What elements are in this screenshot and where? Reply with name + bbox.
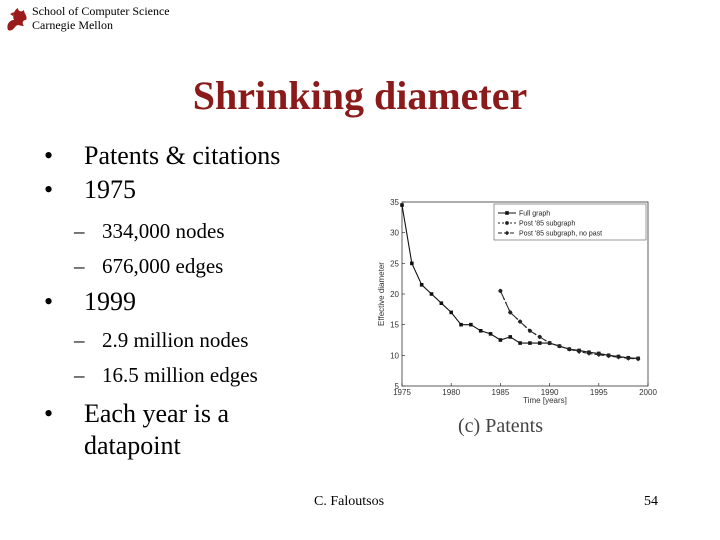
series-line xyxy=(499,290,639,359)
legend-label: Post '85 subgraph xyxy=(519,221,575,228)
data-point xyxy=(400,203,404,207)
bullet-dot: • xyxy=(44,399,54,428)
data-point xyxy=(505,211,509,215)
header: School of Computer Science Carnegie Mell… xyxy=(0,0,200,40)
data-point xyxy=(518,341,522,345)
y-tick-label: 30 xyxy=(390,229,399,238)
y-tick-label: 5 xyxy=(395,382,400,391)
chart-caption: (c) Patents xyxy=(458,415,543,437)
x-axis-label: Time [years] xyxy=(523,396,567,405)
sub-text: 2.9 million nodes xyxy=(102,328,249,352)
school-name: School of Computer Science Carnegie Mell… xyxy=(32,4,170,32)
data-point xyxy=(505,221,509,225)
data-point xyxy=(547,340,552,346)
x-tick-label: 1980 xyxy=(442,388,460,397)
slide-title: Shrinking diameter xyxy=(192,73,528,118)
data-point xyxy=(596,352,602,358)
y-tick-label: 20 xyxy=(390,290,399,299)
data-point xyxy=(459,322,463,327)
data-point xyxy=(626,356,631,361)
data-point xyxy=(410,261,414,266)
data-point xyxy=(419,283,424,287)
data-point xyxy=(488,332,493,336)
bullet-text: 1975 xyxy=(84,175,136,204)
series-line xyxy=(499,290,639,360)
sub-text: 334,000 nodes xyxy=(102,219,225,243)
diameter-chart: 1975 1980 1985 1990 1995 2000 5 10 15 20 25 30 35 Tim… xyxy=(377,198,657,437)
data-point xyxy=(635,356,641,362)
bullet-text: Each year is a xyxy=(84,399,230,428)
data-point xyxy=(586,351,592,356)
bullet-dot: • xyxy=(44,175,54,204)
series-3 xyxy=(498,288,641,362)
data-point xyxy=(616,354,621,360)
data-point xyxy=(517,319,523,324)
bullet-dot: • xyxy=(44,287,54,316)
x-tick-label: 1985 xyxy=(492,388,510,397)
y-tick-label: 10 xyxy=(390,351,399,360)
legend-label: Full graph xyxy=(519,211,550,218)
data-point xyxy=(508,335,513,339)
x-tick-label: 2000 xyxy=(639,388,657,397)
data-point xyxy=(498,338,503,342)
school-line2: Carnegie Mellon xyxy=(32,18,113,32)
data-point xyxy=(478,329,483,333)
data-point xyxy=(557,343,562,349)
bullet-text: 1999 xyxy=(84,287,136,316)
page-number: 54 xyxy=(644,494,658,509)
bullet-text: Patents & citations xyxy=(84,141,281,170)
x-tick-label: 1990 xyxy=(541,388,559,397)
data-point xyxy=(439,301,444,305)
dragon-logo-icon xyxy=(7,8,27,31)
y-tick-label: 15 xyxy=(390,321,399,330)
sub-text: 16.5 million edges xyxy=(102,363,258,387)
sub-dash: – xyxy=(74,219,85,243)
bullet-text-cont: datapoint xyxy=(84,431,181,460)
y-tick-label: 25 xyxy=(390,259,399,268)
chart-legend: Full graph Post '85 subgraph Post '85 subg… xyxy=(493,203,647,241)
data-point xyxy=(469,322,473,327)
data-point xyxy=(527,328,533,334)
sub-text: 676,000 edges xyxy=(102,254,224,278)
bullet-dot: • xyxy=(44,141,54,170)
y-tick-label: 35 xyxy=(390,198,399,207)
school-line1: School of Computer Science xyxy=(32,4,170,18)
y-axis-label: Effective diameter xyxy=(377,262,386,326)
data-point xyxy=(498,288,503,294)
footer-author: C. Faloutsos xyxy=(314,494,385,509)
sub-dash: – xyxy=(74,363,85,387)
data-point xyxy=(429,292,434,296)
sub-dash: – xyxy=(74,254,85,278)
legend-label: Post '85 subgraph, no past xyxy=(519,231,602,238)
data-point xyxy=(449,310,453,315)
x-tick-label: 1995 xyxy=(590,388,608,397)
legend-box xyxy=(493,203,647,241)
data-point xyxy=(606,353,611,359)
x-tick-label: 1975 xyxy=(393,388,411,397)
data-point xyxy=(504,230,510,236)
data-point xyxy=(566,346,572,352)
data-point xyxy=(528,341,532,345)
data-point xyxy=(537,341,542,345)
sub-dash: – xyxy=(74,328,85,352)
